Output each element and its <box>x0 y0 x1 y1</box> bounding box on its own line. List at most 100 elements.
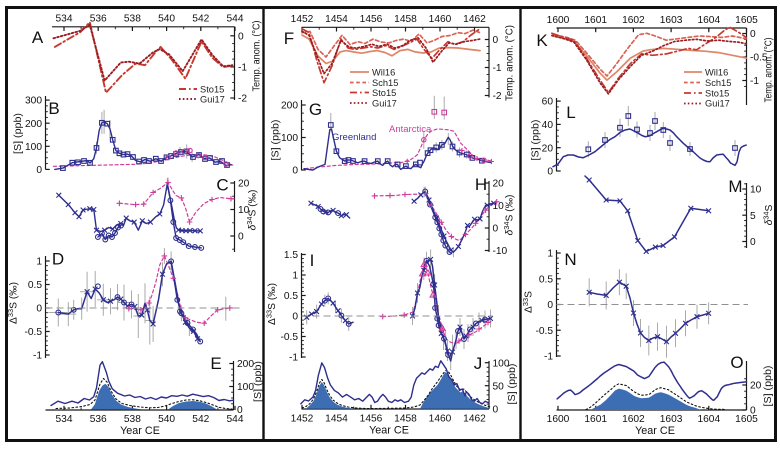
svg-text:Sto15: Sto15 <box>705 88 729 98</box>
svg-text:540: 540 <box>158 14 175 25</box>
svg-text:0: 0 <box>493 404 499 415</box>
svg-text:-1: -1 <box>750 76 759 87</box>
svg-text:538: 538 <box>124 414 141 425</box>
svg-text:Sch15: Sch15 <box>372 78 398 88</box>
svg-text:1462: 1462 <box>463 414 486 425</box>
svg-text:-1: -1 <box>33 351 42 362</box>
svg-text:δ34S: δ34S <box>762 204 775 225</box>
svg-text:0: 0 <box>36 304 42 315</box>
svg-text:[S] (ppb): [S] (ppb) <box>13 113 24 154</box>
svg-text:Antarctica: Antarctica <box>389 124 432 135</box>
svg-text:536: 536 <box>90 414 107 425</box>
svg-text:Year CE: Year CE <box>635 425 675 437</box>
svg-text:20: 20 <box>238 179 250 190</box>
svg-text:20: 20 <box>493 179 505 190</box>
svg-text:544: 544 <box>227 14 244 25</box>
svg-text:1603: 1603 <box>660 15 683 26</box>
svg-text:Year CE: Year CE <box>369 425 409 437</box>
svg-text:20: 20 <box>750 381 762 392</box>
svg-text:B: B <box>48 99 59 118</box>
svg-text:1458: 1458 <box>394 14 417 25</box>
svg-text:Temp. anom. (°C): Temp. anom. (°C) <box>504 25 515 101</box>
svg-text:-0.5: -0.5 <box>24 327 42 338</box>
svg-text:1605: 1605 <box>735 15 758 26</box>
svg-text:1604: 1604 <box>697 15 720 26</box>
svg-text:1600: 1600 <box>547 414 570 425</box>
svg-text:0: 0 <box>493 35 499 46</box>
svg-text:300: 300 <box>25 96 42 107</box>
svg-text:100: 100 <box>281 133 298 144</box>
svg-text:I: I <box>310 251 315 270</box>
svg-text:Wil16: Wil16 <box>372 68 395 78</box>
svg-text:0: 0 <box>750 237 756 248</box>
svg-text:1456: 1456 <box>360 14 383 25</box>
svg-text:540: 540 <box>158 414 175 425</box>
svg-text:-2: -2 <box>493 91 502 102</box>
svg-text:[S] (ppb): [S] (ppb) <box>531 120 542 161</box>
svg-text:0.5: 0.5 <box>28 280 42 291</box>
svg-text:1604: 1604 <box>697 414 720 425</box>
svg-text:0: 0 <box>547 300 553 311</box>
svg-text:0: 0 <box>493 224 499 235</box>
svg-text:200: 200 <box>237 359 254 370</box>
svg-text:N: N <box>564 250 576 269</box>
svg-text:60: 60 <box>542 97 554 108</box>
svg-text:10: 10 <box>493 201 505 212</box>
svg-text:1452: 1452 <box>291 14 314 25</box>
svg-text:1602: 1602 <box>622 15 645 26</box>
svg-text:Δ33S (‰): Δ33S (‰) <box>265 283 278 325</box>
svg-text:0: 0 <box>36 165 42 176</box>
svg-text:1605: 1605 <box>735 414 758 425</box>
svg-text:O: O <box>730 353 743 372</box>
svg-text:0: 0 <box>237 405 243 416</box>
svg-text:10: 10 <box>750 185 762 196</box>
svg-text:1601: 1601 <box>584 15 607 26</box>
svg-text:1600: 1600 <box>547 15 570 26</box>
svg-text:1454: 1454 <box>325 14 348 25</box>
svg-text:1602: 1602 <box>622 414 645 425</box>
svg-text:H: H <box>475 175 487 194</box>
svg-text:-0.5: -0.5 <box>535 326 553 337</box>
svg-text:C: C <box>216 176 228 195</box>
svg-text:544: 544 <box>227 414 244 425</box>
svg-text:-0.5: -0.5 <box>750 53 768 64</box>
svg-text:0: 0 <box>750 406 756 417</box>
svg-text:0: 0 <box>238 31 244 42</box>
svg-text:534: 534 <box>56 14 73 25</box>
svg-text:-1: -1 <box>289 353 298 364</box>
svg-text:Sch15: Sch15 <box>705 78 731 88</box>
svg-text:0: 0 <box>292 166 298 177</box>
svg-text:-1: -1 <box>493 63 502 74</box>
svg-text:1462: 1462 <box>463 14 486 25</box>
svg-text:L: L <box>566 103 575 122</box>
svg-text:-1: -1 <box>238 63 247 74</box>
svg-text:δ34S (‰): δ34S (‰) <box>502 195 515 236</box>
svg-text:-10: -10 <box>493 246 508 257</box>
svg-text:Sto15: Sto15 <box>372 88 396 98</box>
svg-text:0: 0 <box>750 29 756 40</box>
svg-text:100: 100 <box>493 358 510 369</box>
svg-text:[S] (ppb): [S] (ppb) <box>271 120 282 161</box>
svg-text:20: 20 <box>542 143 554 154</box>
svg-text:1: 1 <box>547 249 553 260</box>
svg-text:1460: 1460 <box>429 414 452 425</box>
svg-text:1: 1 <box>292 271 298 282</box>
svg-text:0.5: 0.5 <box>284 291 298 302</box>
svg-text:10: 10 <box>238 205 250 216</box>
svg-text:Wil16: Wil16 <box>705 68 728 78</box>
svg-text:1458: 1458 <box>394 414 417 425</box>
svg-text:E: E <box>210 354 221 373</box>
svg-text:0: 0 <box>547 167 553 178</box>
svg-text:100: 100 <box>237 382 254 393</box>
svg-text:[S] (ppb): [S] (ppb) <box>507 364 518 405</box>
svg-text:Temp. anom. (°C): Temp. anom. (°C) <box>763 38 774 103</box>
svg-text:[S] (ppb): [S] (ppb) <box>763 366 774 407</box>
svg-text:538: 538 <box>124 14 141 25</box>
svg-text:1.5: 1.5 <box>284 250 298 261</box>
svg-text:1452: 1452 <box>291 414 314 425</box>
svg-text:200: 200 <box>281 101 298 112</box>
svg-text:D: D <box>52 250 64 269</box>
svg-text:0: 0 <box>238 232 244 243</box>
svg-text:0: 0 <box>292 312 298 323</box>
svg-text:Sto15: Sto15 <box>200 85 224 95</box>
